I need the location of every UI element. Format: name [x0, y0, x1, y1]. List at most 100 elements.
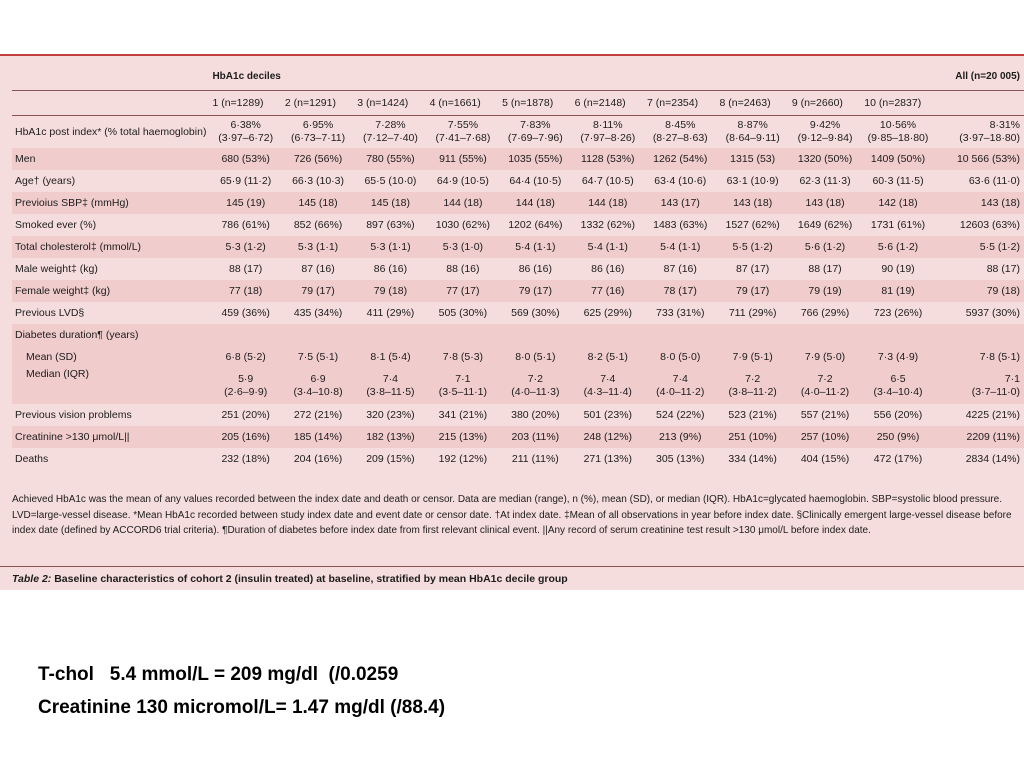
table-cell: 6·8 (5·2) [209, 346, 282, 368]
table-cell: 852 (66%) [293, 219, 343, 231]
table-cell: 62·3 (11·3) [799, 175, 851, 187]
row-label: HbA1c post index* (% total haemoglobin) [15, 125, 207, 138]
header-deciles: HbA1c deciles [209, 62, 935, 91]
table-row: Mean (SD) 6·8 (5·2) 7·5 (5·1) 8·1 (5·4) 7·8 … [12, 346, 1024, 368]
table-cell: 726 (56%) [281, 148, 355, 170]
table-cell: 145 (19) [209, 192, 282, 214]
table-cell: 5·6 (1·2) [788, 236, 862, 258]
table-cell: 6·95% (6·73–7·11) [291, 119, 346, 144]
column-header: 10 (n=2837) [861, 90, 935, 116]
caption-text: Baseline characteristics of cohort 2 (in… [54, 573, 568, 585]
table-cell: 1202 (64%) [508, 219, 563, 231]
table-cell: 680 (53%) [209, 148, 282, 170]
table-cell: 7·9 (5·0) [788, 346, 862, 368]
table-cell: 250 (9%) [861, 426, 935, 448]
table-row: Age† (years) 65·9 (11·2) 66·3 (10·3) 65·5 (… [12, 170, 1024, 192]
table-cell: 87 (16) [663, 263, 697, 275]
table-cell: 320 (23%) [366, 409, 415, 421]
table-row: Median (IQR) 5·9 (2·6–9·9) 6·9 (3·4–10·8) 7·4… [12, 368, 1024, 404]
table-cell: 86 (16) [518, 263, 552, 275]
table-cell: 65·5 (10·0) [364, 175, 417, 187]
table-cell: 7·3 (4·9) [861, 346, 935, 368]
table-cell: 79 (18) [354, 280, 427, 302]
table-cell: 505 (30%) [438, 307, 488, 319]
table-cell: 7·4 (3·8–11·5) [354, 368, 427, 404]
column-header: 2 (n=1291) [281, 90, 355, 116]
table-cell: 6·9 (3·4–10·8) [281, 368, 355, 404]
table-cell: 144 (18) [426, 192, 500, 214]
table-cell-all: 8·31% (3·97–18·80) [959, 119, 1020, 144]
table-cell: 1030 (62%) [435, 219, 491, 231]
table-cell: 88 (16) [446, 263, 480, 275]
table-cell: 6·5 (3·4–10·4) [861, 368, 935, 404]
table-row: Previoius SBP‡ (mmHg) 145 (19) 145 (18) 145… [12, 192, 1024, 214]
table-cell: 88 (17) [229, 263, 263, 275]
table-cell: 8·0 (5·1) [499, 346, 572, 368]
table-cell: 10·56% (9·85–18·80) [867, 119, 929, 144]
table-cell: 78 (17) [644, 280, 717, 302]
tchol-conversion-note: T-chol 5.4 mmol/L = 209 mg/dl (/0.0259 [38, 664, 399, 685]
table-cell: 1035 (55%) [499, 148, 572, 170]
table-cell: 63·4 (10·6) [654, 175, 707, 187]
table-cell: 8·0 (5·0) [644, 346, 717, 368]
table-cell-all: 5·5 (1·2) [934, 236, 1024, 258]
table-cell: 1409 (50%) [861, 148, 935, 170]
table-cell: 7·1 (3·5–11·1) [426, 368, 500, 404]
table-cell: 5·9 (2·6–9·9) [209, 368, 282, 404]
header-blank [12, 90, 210, 116]
table-row: Deaths 232 (18%) 204 (16%) 209 (15%) 192 (12… [12, 448, 1024, 470]
table-cell-all: 79 (18) [934, 280, 1024, 302]
table-row: Previous vision problems 251 (20%) 272 (21… [12, 404, 1024, 426]
table-cell: 7·55% (7·41–7·68) [435, 119, 491, 144]
table-cell: 557 (21%) [800, 409, 850, 421]
column-header: 8 (n=2463) [716, 90, 789, 116]
header-blank [12, 62, 210, 91]
table-cell: 204 (16%) [293, 453, 343, 465]
table-cell: 1332 (62%) [580, 219, 635, 231]
table-cell: 524 (22%) [656, 409, 705, 421]
table-cell: 65·9 (11·2) [220, 175, 272, 187]
row-label: Men [12, 148, 210, 170]
table-cell: 251 (20%) [221, 409, 270, 421]
table-cell: 77 (16) [571, 280, 645, 302]
header-row-groups: HbA1c deciles All (n=20 005) [12, 62, 1024, 91]
table-cell: 5·4 (1·1) [644, 236, 717, 258]
table-cell: 77 (18) [209, 280, 282, 302]
row-label: Age† (years) [15, 175, 76, 187]
table-cell: 7·2 (3·8–11·2) [716, 368, 789, 404]
table-caption: Table 2: Baseline characteristics of coh… [0, 566, 1024, 592]
table-cell-all: 7·1 (3·7–11·0) [934, 368, 1024, 404]
table-cell: 5·4 (1·1) [499, 236, 572, 258]
table-row: Male weight‡ (kg) 88 (17) 87 (16) 86 (16) 88… [12, 258, 1024, 280]
table-cell: 88 (17) [808, 263, 842, 275]
table-row: Female weight‡ (kg) 77 (18) 79 (17) 79 (18)… [12, 280, 1024, 302]
creatinine-conversion-note: Creatinine 130 micromol/L= 1.47 mg/dl (/… [38, 697, 446, 718]
table-row: Smoked ever (%) 786 (61%) 852 (66%) 897 (63… [12, 214, 1024, 236]
table-cell: 8·45% (8·27–8·63) [652, 119, 708, 144]
table-cell: 305 (13%) [656, 453, 705, 465]
table-cell-all: 10 566 (53%) [934, 148, 1024, 170]
table-cell: 5·3 (1·2) [209, 236, 282, 258]
table-cell: 523 (21%) [728, 409, 777, 421]
table-cell: 79 (17) [716, 280, 789, 302]
table-cell: 711 (29%) [728, 307, 777, 319]
table-cell: 209 (15%) [366, 453, 415, 465]
table-cell: 7·2 (4·0–11·2) [788, 368, 862, 404]
table-figure: HbA1c deciles All (n=20 005) 1 (n=1289) 2 (… [0, 54, 1024, 590]
table-cell: 1320 (50%) [788, 148, 862, 170]
header-row-columns: 1 (n=1289) 2 (n=1291) 3 (n=1424) 4 (n=1661)… [12, 90, 1024, 116]
table-cell: 8·2 (5·1) [571, 346, 645, 368]
table-cell: 459 (36%) [221, 307, 270, 319]
table-cell: 723 (26%) [873, 307, 923, 319]
table-cell: 1731 (61%) [870, 219, 926, 231]
table-cell: 7·5 (5·1) [281, 346, 355, 368]
table-cell: 733 (31%) [656, 307, 705, 319]
table-cell: 5·3 (1·0) [426, 236, 500, 258]
table-cell: 205 (16%) [209, 426, 282, 448]
table-cell: 569 (30%) [511, 307, 560, 319]
table-cell-all: 7·8 (5·1) [934, 346, 1024, 368]
table-cell: 7·8 (5·3) [426, 346, 500, 368]
table-cell: 86 (16) [591, 263, 625, 275]
row-label: Creatinine >130 μmol/L|| [12, 426, 210, 448]
table-cell: 64·9 (10·5) [436, 175, 489, 187]
